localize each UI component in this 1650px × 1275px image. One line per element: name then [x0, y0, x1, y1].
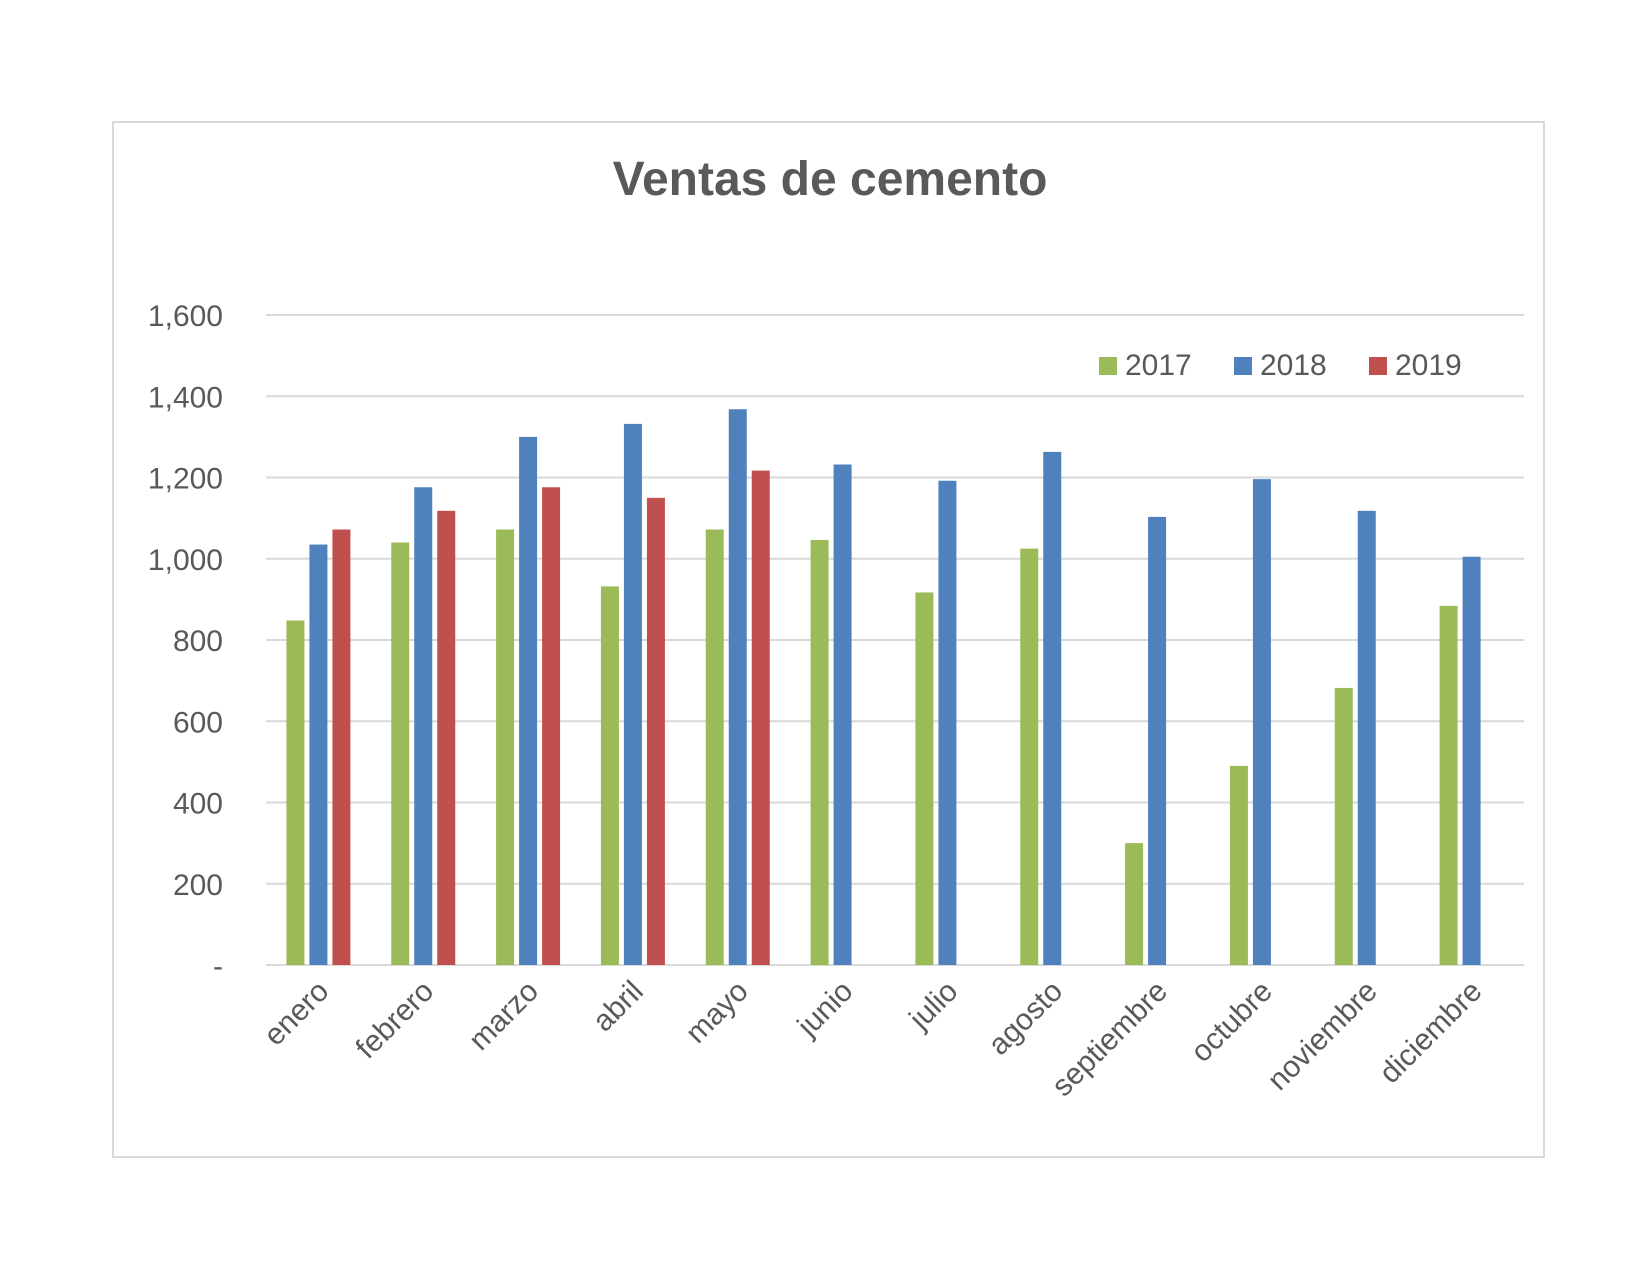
bar-2017-abril — [600, 586, 619, 965]
x-tick-label: mayo — [679, 975, 754, 1050]
bar-2018-marzo — [519, 436, 538, 965]
y-tick-label: - — [213, 950, 223, 983]
y-tick-label: 1,400 — [148, 381, 223, 414]
x-axis-ticks: enero febrero marzo abril mayo junio julio agos… — [258, 975, 1489, 1103]
bar-2017-junio — [810, 540, 829, 965]
chart-frame: Ventas de cemento - 200 400 600 800 1,000 1,20… — [112, 121, 1545, 1158]
bar-2017-agosto — [1020, 548, 1039, 965]
bars — [286, 409, 1481, 965]
x-tick-label: junio — [791, 975, 860, 1044]
bar-2019-enero — [332, 529, 351, 965]
bar-2018-abril — [623, 423, 642, 965]
y-tick-label: 1,000 — [148, 544, 223, 577]
bar-2017-octubre — [1229, 765, 1248, 965]
chart-title: Ventas de cemento — [613, 153, 1048, 206]
bar-2018-enero — [309, 544, 328, 965]
x-tick-label: abril — [586, 975, 649, 1038]
bar-2018-mayo — [728, 409, 747, 965]
y-tick-label: 400 — [173, 788, 223, 821]
bar-2018-julio — [938, 480, 957, 965]
y-tick-label: 600 — [173, 706, 223, 739]
x-tick-label: noviembre — [1261, 975, 1383, 1097]
legend-swatch-2017 — [1099, 357, 1117, 375]
chart-svg: Ventas de cemento - 200 400 600 800 1,000 1,20… — [148, 153, 1524, 1103]
x-tick-label: marzo — [463, 975, 545, 1057]
bar-2018-junio — [833, 464, 852, 965]
bar-2018-noviembre — [1357, 510, 1376, 965]
bar-2017-febrero — [391, 542, 410, 965]
bar-2018-septiembre — [1148, 516, 1167, 965]
x-tick-label: febrero — [350, 975, 441, 1066]
legend-label-2019: 2019 — [1395, 349, 1462, 382]
y-axis-ticks: - 200 400 600 800 1,000 1,200 1,400 1,600 — [148, 300, 223, 983]
x-tick-label: agosto — [982, 975, 1069, 1062]
legend-label-2017: 2017 — [1125, 349, 1192, 382]
bar-2018-febrero — [414, 487, 433, 965]
bar-2019-marzo — [542, 487, 561, 965]
x-tick-label: julio — [903, 975, 965, 1037]
legend: 2017 2018 2019 — [1099, 349, 1462, 382]
x-tick-label: enero — [258, 975, 336, 1053]
bar-2019-mayo — [751, 470, 770, 965]
x-tick-label: diciembre — [1373, 975, 1488, 1090]
y-tick-label: 800 — [173, 625, 223, 658]
bar-2017-mayo — [705, 529, 724, 965]
bar-2017-julio — [915, 592, 934, 965]
bar-2018-octubre — [1252, 479, 1271, 965]
x-tick-label: octubre — [1185, 975, 1279, 1069]
bar-2019-abril — [646, 497, 665, 965]
legend-swatch-2018 — [1234, 357, 1252, 375]
bar-2017-marzo — [496, 529, 515, 965]
y-tick-label: 200 — [173, 869, 223, 902]
bar-2017-enero — [286, 620, 305, 965]
y-tick-label: 1,200 — [148, 463, 223, 496]
bar-2019-febrero — [437, 510, 456, 965]
legend-label-2018: 2018 — [1260, 349, 1327, 382]
bar-2017-diciembre — [1439, 605, 1458, 965]
bar-2017-noviembre — [1334, 687, 1353, 965]
y-tick-label: 1,600 — [148, 300, 223, 333]
legend-swatch-2019 — [1369, 357, 1387, 375]
gridlines — [266, 314, 1524, 966]
bar-2017-septiembre — [1125, 843, 1144, 965]
bar-2018-agosto — [1043, 451, 1062, 965]
bar-2018-diciembre — [1462, 556, 1481, 965]
